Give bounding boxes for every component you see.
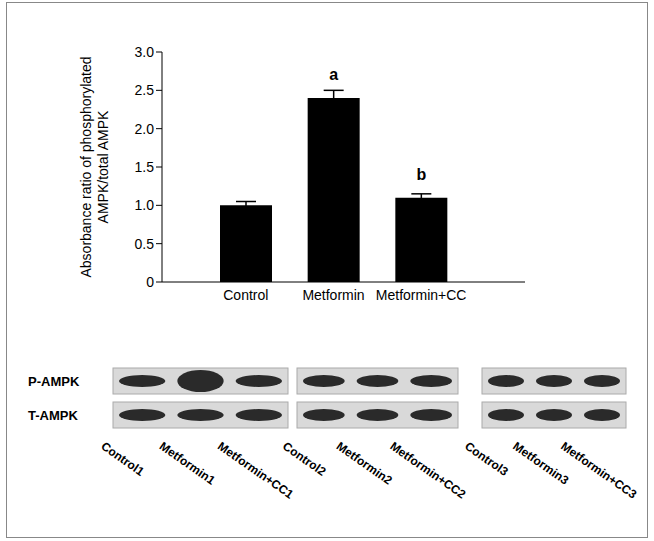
svg-text:1.5: 1.5 <box>135 159 155 175</box>
svg-text:b: b <box>416 166 426 183</box>
svg-text:Metformin+CC3: Metformin+CC3 <box>558 439 639 502</box>
svg-text:0: 0 <box>146 274 154 290</box>
svg-text:T-AMPK: T-AMPK <box>28 408 78 423</box>
svg-text:Control2: Control2 <box>280 439 329 479</box>
svg-text:3.0: 3.0 <box>135 44 155 60</box>
svg-text:Metformin+CC2: Metformin+CC2 <box>387 439 468 502</box>
svg-text:Metformin+CC: Metformin+CC <box>376 287 467 303</box>
html-text:Absorbance ratio of phosphoryl: Absorbance ratio of phosphorylated <box>78 56 94 278</box>
svg-text:0.5: 0.5 <box>135 236 155 252</box>
svg-text:a: a <box>329 66 338 83</box>
svg-text:Metformin+CC1: Metformin+CC1 <box>215 439 296 502</box>
svg-text:Metformin2: Metformin2 <box>334 439 395 488</box>
svg-text:Metformin3: Metformin3 <box>510 439 571 488</box>
svg-text:Control3: Control3 <box>462 439 511 479</box>
html-text:AMPK/total AMPK: AMPK/total AMPK <box>95 110 111 224</box>
svg-text:Metformin1: Metformin1 <box>157 439 218 488</box>
svg-text:Control1: Control1 <box>98 439 147 479</box>
svg-text:2.5: 2.5 <box>135 82 155 98</box>
svg-text:P-AMPK: P-AMPK <box>28 374 80 389</box>
svg-text:2.0: 2.0 <box>135 121 155 137</box>
svg-text:1.0: 1.0 <box>135 197 155 213</box>
svg-text:Control: Control <box>223 287 268 303</box>
svg-text:Metformin: Metformin <box>302 287 364 303</box>
